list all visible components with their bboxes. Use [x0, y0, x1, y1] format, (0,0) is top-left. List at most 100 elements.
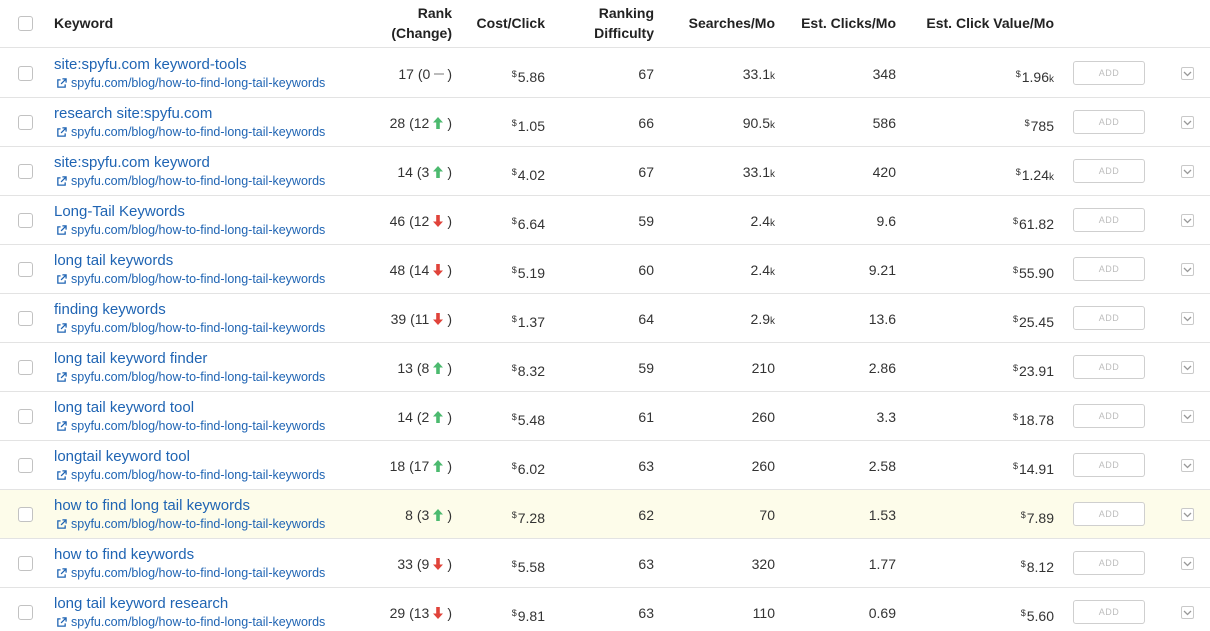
- keyword-link[interactable]: site:spyfu.com keyword-tools: [54, 56, 247, 73]
- row-menu-button[interactable]: [1181, 263, 1194, 276]
- row-menu-button[interactable]: [1181, 116, 1194, 129]
- cost-click-value: 5.19: [517, 265, 545, 281]
- searches-value: 2.4: [750, 213, 770, 229]
- cost-click-value: 5.86: [517, 69, 545, 85]
- add-button[interactable]: ADD: [1073, 61, 1145, 85]
- keyword-link[interactable]: long tail keyword research: [54, 595, 229, 612]
- column-ranking-difficulty[interactable]: Ranking Difficulty: [560, 3, 654, 43]
- row-checkbox-icon[interactable]: [18, 115, 33, 130]
- searches-cell: 210: [670, 359, 775, 380]
- keyword-link[interactable]: Long-Tail Keywords: [54, 203, 185, 220]
- row-checkbox-icon[interactable]: [18, 458, 33, 473]
- url-link[interactable]: spyfu.com/blog/how-to-find-long-tail-key…: [56, 174, 325, 188]
- add-button[interactable]: ADD: [1073, 355, 1145, 379]
- row-checkbox-icon[interactable]: [18, 556, 33, 571]
- table-row: long tail keyword tool spyfu.com/blog/ho…: [0, 392, 1210, 441]
- clicks-value: 9.21: [868, 262, 896, 278]
- searches-unit: k: [770, 120, 775, 131]
- add-button[interactable]: ADD: [1073, 208, 1145, 232]
- row-menu-button[interactable]: [1181, 361, 1194, 374]
- row-checkbox-icon[interactable]: [18, 409, 33, 424]
- keyword-link[interactable]: site:spyfu.com keyword: [54, 154, 210, 171]
- row-checkbox-icon[interactable]: [18, 605, 33, 620]
- click-value-cell: $1.96k: [905, 65, 1054, 89]
- cost-click-cell: $4.02: [460, 163, 545, 184]
- add-button[interactable]: ADD: [1073, 110, 1145, 134]
- keyword-link[interactable]: how to find long tail keywords: [54, 497, 250, 514]
- add-button[interactable]: ADD: [1073, 551, 1145, 575]
- row-menu-button[interactable]: [1181, 557, 1194, 570]
- cost-click-value: 6.02: [517, 461, 545, 477]
- row-checkbox-icon[interactable]: [18, 213, 33, 228]
- row-menu-button[interactable]: [1181, 214, 1194, 227]
- url-link[interactable]: spyfu.com/blog/how-to-find-long-tail-key…: [56, 370, 325, 384]
- row-menu-button[interactable]: [1181, 606, 1194, 619]
- row-checkbox-icon[interactable]: [18, 66, 33, 81]
- row-checkbox-icon[interactable]: [18, 262, 33, 277]
- column-clicks[interactable]: Est. Clicks/Mo: [780, 13, 896, 33]
- keyword-link[interactable]: research site:spyfu.com: [54, 105, 213, 122]
- url-link[interactable]: spyfu.com/blog/how-to-find-long-tail-key…: [56, 76, 325, 90]
- url-text: spyfu.com/blog/how-to-find-long-tail-key…: [71, 615, 326, 629]
- url-link[interactable]: spyfu.com/blog/how-to-find-long-tail-key…: [56, 468, 325, 482]
- chevron-down-icon: [1183, 414, 1192, 419]
- column-keyword[interactable]: Keyword: [54, 13, 113, 33]
- external-link-icon: [57, 420, 67, 431]
- row-checkbox-icon[interactable]: [18, 507, 33, 522]
- column-searches[interactable]: Searches/Mo: [670, 13, 775, 33]
- currency-symbol: $: [1012, 216, 1018, 226]
- keyword-link[interactable]: longtail keyword tool: [54, 448, 190, 465]
- column-rank[interactable]: Rank (Change): [360, 3, 452, 43]
- add-button[interactable]: ADD: [1073, 159, 1145, 183]
- row-menu-button[interactable]: [1181, 165, 1194, 178]
- table-row: site:spyfu.com keyword spyfu.com/blog/ho…: [0, 147, 1210, 196]
- keyword-link[interactable]: long tail keyword finder: [54, 350, 208, 367]
- url-link[interactable]: spyfu.com/blog/how-to-find-long-tail-key…: [56, 517, 325, 531]
- click-value-value: 18.78: [1018, 412, 1054, 428]
- keyword-link[interactable]: long tail keyword tool: [54, 399, 195, 416]
- currency-symbol: $: [511, 265, 517, 275]
- click-value-cell: $18.78: [905, 408, 1054, 432]
- row-checkbox-icon[interactable]: [18, 360, 33, 375]
- rank-cell: 48 (14): [389, 262, 452, 278]
- keyword-link[interactable]: finding keywords: [54, 301, 166, 318]
- url-link[interactable]: spyfu.com/blog/how-to-find-long-tail-key…: [56, 419, 325, 433]
- rank-change-value: 12: [413, 115, 430, 131]
- url-link[interactable]: spyfu.com/blog/how-to-find-long-tail-key…: [56, 566, 325, 580]
- row-menu-button[interactable]: [1181, 312, 1194, 325]
- searches-cell: 2.4k: [670, 261, 775, 282]
- select-all-checkbox-icon[interactable]: [18, 16, 33, 31]
- row-checkbox-icon[interactable]: [18, 164, 33, 179]
- row-menu-button[interactable]: [1181, 410, 1194, 423]
- row-menu-button[interactable]: [1181, 508, 1194, 521]
- url-link[interactable]: spyfu.com/blog/how-to-find-long-tail-key…: [56, 321, 325, 335]
- difficulty-value: 64: [638, 311, 654, 327]
- difficulty-value: 67: [638, 164, 654, 180]
- add-button[interactable]: ADD: [1073, 404, 1145, 428]
- url-link[interactable]: spyfu.com/blog/how-to-find-long-tail-key…: [56, 272, 325, 286]
- keyword-link[interactable]: how to find keywords: [54, 546, 195, 563]
- add-button[interactable]: ADD: [1073, 306, 1145, 330]
- add-button[interactable]: ADD: [1073, 502, 1145, 526]
- rank-cell: 14 (3): [397, 164, 452, 180]
- add-button[interactable]: ADD: [1073, 257, 1145, 281]
- column-cost-click[interactable]: Cost/Click: [460, 13, 545, 33]
- cost-click-value: 1.05: [517, 118, 545, 134]
- arrow-up-icon: [432, 165, 445, 179]
- row-menu-button[interactable]: [1181, 67, 1194, 80]
- column-click-value-label: Est. Click Value/Mo: [926, 15, 1054, 31]
- cost-click-value: 4.02: [517, 167, 545, 183]
- add-button[interactable]: ADD: [1073, 600, 1145, 624]
- rank-value: 17: [398, 66, 414, 82]
- add-button[interactable]: ADD: [1073, 453, 1145, 477]
- searches-cell: 2.4k: [670, 212, 775, 233]
- url-link[interactable]: spyfu.com/blog/how-to-find-long-tail-key…: [56, 615, 325, 629]
- url-link[interactable]: spyfu.com/blog/how-to-find-long-tail-key…: [56, 125, 325, 139]
- keyword-link[interactable]: long tail keywords: [54, 252, 174, 269]
- column-click-value[interactable]: Est. Click Value/Mo: [905, 13, 1054, 33]
- row-checkbox-icon[interactable]: [18, 311, 33, 326]
- url-text: spyfu.com/blog/how-to-find-long-tail-key…: [71, 223, 326, 237]
- url-link[interactable]: spyfu.com/blog/how-to-find-long-tail-key…: [56, 223, 325, 237]
- row-menu-button[interactable]: [1181, 459, 1194, 472]
- external-link-icon: [57, 567, 67, 578]
